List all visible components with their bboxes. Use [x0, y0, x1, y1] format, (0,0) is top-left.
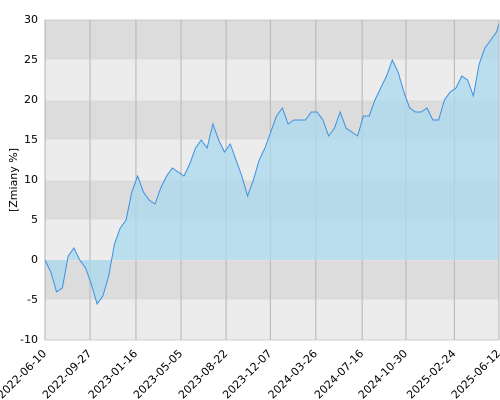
y-tick-label: 5 [31, 213, 38, 226]
y-axis-label: [Zmiany %] [7, 148, 20, 212]
y-tick-label: -10 [20, 333, 38, 346]
y-tick-label: 30 [24, 13, 38, 26]
band [45, 60, 499, 100]
line [44, 23, 500, 306]
band [45, 300, 499, 340]
y-tick-label: 10 [24, 173, 38, 186]
y-tick-label: 20 [24, 93, 38, 106]
y-tick-label: 0 [31, 253, 38, 266]
band [45, 260, 499, 300]
area [45, 24, 499, 304]
band [45, 20, 499, 60]
y-tick-label: 25 [24, 53, 38, 66]
y-tick-label: 15 [24, 133, 38, 146]
plot-border [44, 19, 500, 341]
y-tick-label: -5 [27, 293, 38, 306]
